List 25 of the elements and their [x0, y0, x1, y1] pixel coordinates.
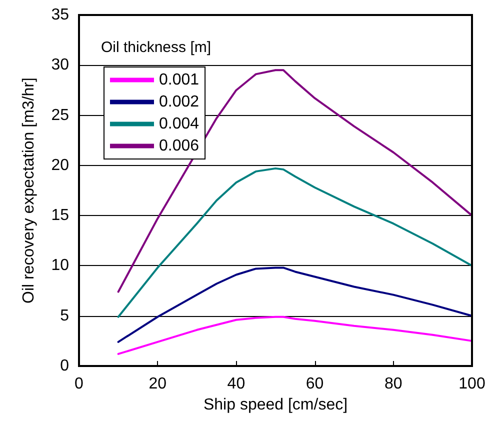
y-tick-label: 35 — [51, 6, 70, 24]
x-axis-title: Ship speed [cm/sec] — [203, 396, 348, 414]
y-tick-label: 20 — [51, 156, 70, 174]
line-series — [117, 69, 473, 293]
x-tick-label: 60 — [306, 376, 324, 392]
legend-label: 0.001 — [159, 72, 200, 88]
line-series — [117, 266, 473, 343]
y-tick-label: 25 — [51, 106, 70, 124]
x-tick-label: 0 — [74, 376, 84, 392]
legend-label: 0.004 — [159, 116, 200, 132]
line-series — [117, 167, 473, 318]
line-series — [117, 316, 473, 355]
x-tick-label: 100 — [458, 376, 486, 392]
x-tick-label: 80 — [384, 376, 402, 392]
legend-label: 0.002 — [159, 94, 200, 110]
y-tick-label: 15 — [51, 207, 70, 224]
y-tick-label: 10 — [51, 257, 70, 274]
y-tick-label: 5 — [60, 307, 70, 324]
y-tick-label: 30 — [51, 56, 70, 74]
x-tick-label: 40 — [227, 376, 246, 392]
legend-label: 0.006 — [159, 138, 200, 154]
y-tick-label: 0 — [60, 358, 70, 374]
x-tick-label: 20 — [148, 376, 167, 392]
legend-title: Oil thickness [m] — [101, 39, 212, 56]
y-axis-title: Oil recovery expectation [m3/hr] — [20, 78, 38, 304]
